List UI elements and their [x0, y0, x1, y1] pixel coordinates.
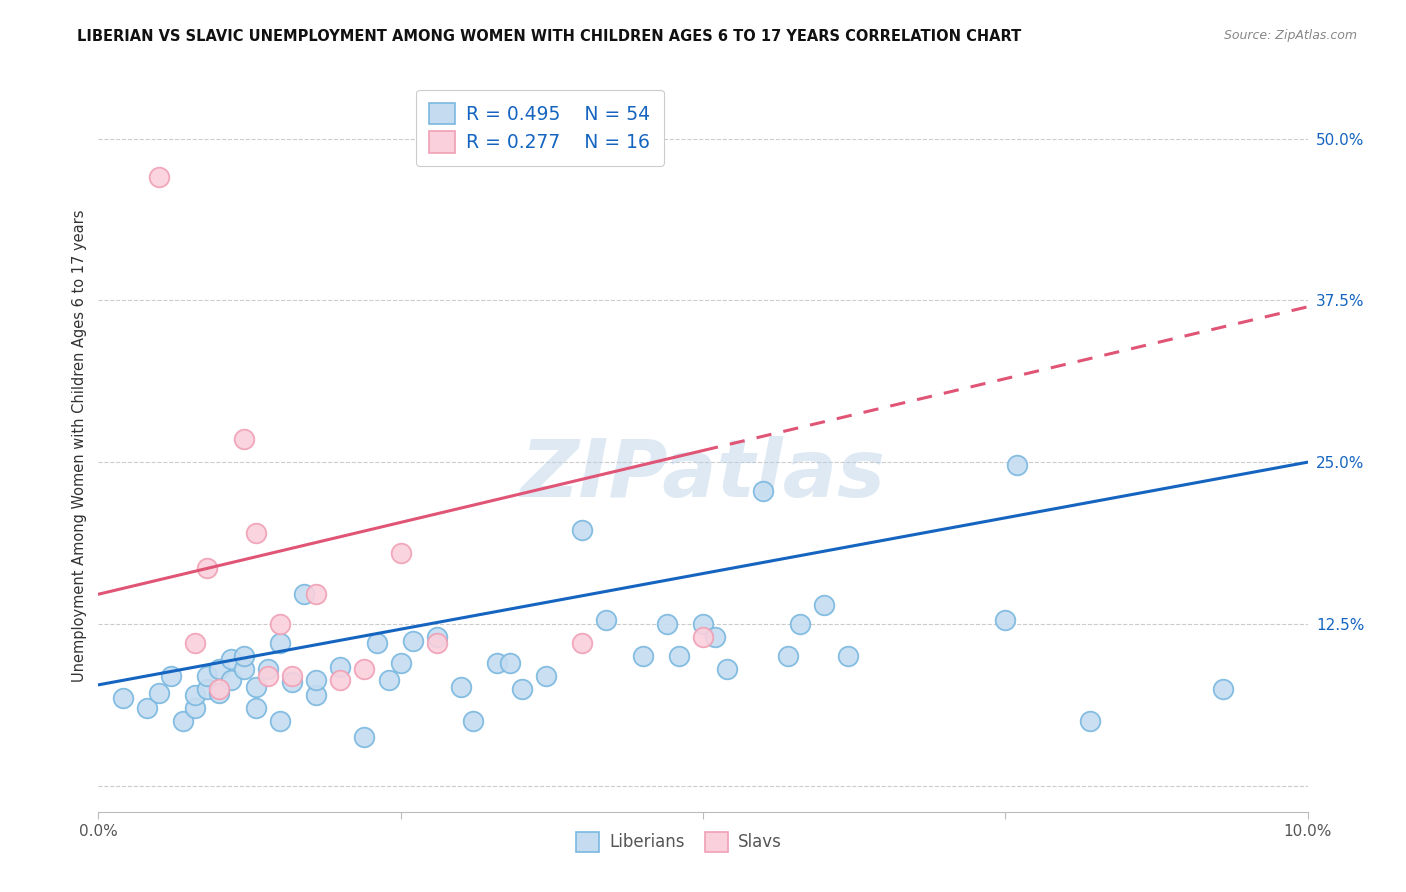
Point: [571, 636, 593, 650]
Point: [595, 613, 617, 627]
Point: [245, 526, 267, 541]
Point: [1212, 681, 1234, 696]
Point: [232, 662, 254, 676]
Point: [450, 681, 472, 695]
Point: [281, 669, 304, 683]
Y-axis label: Unemployment Among Women with Children Ages 6 to 17 years: Unemployment Among Women with Children A…: [72, 210, 87, 682]
Text: LIBERIAN VS SLAVIC UNEMPLOYMENT AMONG WOMEN WITH CHILDREN AGES 6 TO 17 YEARS COR: LIBERIAN VS SLAVIC UNEMPLOYMENT AMONG WO…: [77, 29, 1022, 44]
Point: [426, 630, 449, 644]
Point: [1007, 458, 1029, 472]
Text: ZIPatlas: ZIPatlas: [520, 436, 886, 515]
Point: [148, 685, 170, 699]
Point: [195, 561, 218, 575]
Point: [402, 633, 425, 648]
Point: [135, 701, 157, 715]
Point: [353, 662, 375, 676]
Point: [704, 630, 727, 644]
Point: [994, 613, 1017, 627]
Point: [208, 681, 231, 696]
Point: [668, 649, 690, 664]
Point: [389, 656, 412, 670]
Point: [377, 673, 399, 687]
Point: [208, 685, 231, 699]
Point: [534, 669, 557, 683]
Point: [498, 656, 520, 670]
Point: [776, 649, 799, 664]
Point: [716, 662, 738, 676]
Point: [160, 669, 183, 683]
Point: [221, 673, 243, 687]
Point: [692, 630, 714, 644]
Point: [256, 662, 278, 676]
Point: [510, 681, 533, 696]
Point: [184, 701, 207, 715]
Point: [353, 730, 375, 744]
Point: [256, 669, 278, 683]
Point: [269, 636, 291, 650]
Point: [111, 690, 134, 705]
Point: [208, 662, 231, 676]
Point: [232, 649, 254, 664]
Point: [813, 598, 835, 612]
Point: [269, 714, 291, 728]
Point: [486, 656, 509, 670]
Point: [245, 701, 267, 715]
Legend: Liberians, Slavs: Liberians, Slavs: [569, 826, 789, 858]
Point: [571, 523, 593, 537]
Point: [366, 636, 388, 650]
Point: [148, 170, 170, 185]
Point: [195, 669, 218, 683]
Point: [184, 636, 207, 650]
Text: Source: ZipAtlas.com: Source: ZipAtlas.com: [1223, 29, 1357, 42]
Point: [232, 432, 254, 446]
Point: [305, 673, 328, 687]
Point: [752, 483, 775, 498]
Point: [463, 714, 485, 728]
Point: [269, 617, 291, 632]
Point: [631, 649, 654, 664]
Point: [195, 681, 218, 696]
Point: [1078, 714, 1101, 728]
Point: [281, 675, 304, 690]
Point: [221, 652, 243, 666]
Point: [389, 546, 412, 560]
Point: [692, 617, 714, 632]
Point: [305, 688, 328, 702]
Point: [789, 617, 811, 632]
Point: [837, 649, 859, 664]
Point: [329, 673, 352, 687]
Point: [172, 714, 194, 728]
Point: [329, 659, 352, 673]
Point: [184, 688, 207, 702]
Point: [655, 617, 678, 632]
Point: [292, 587, 315, 601]
Point: [245, 681, 267, 695]
Point: [305, 587, 328, 601]
Point: [426, 636, 449, 650]
